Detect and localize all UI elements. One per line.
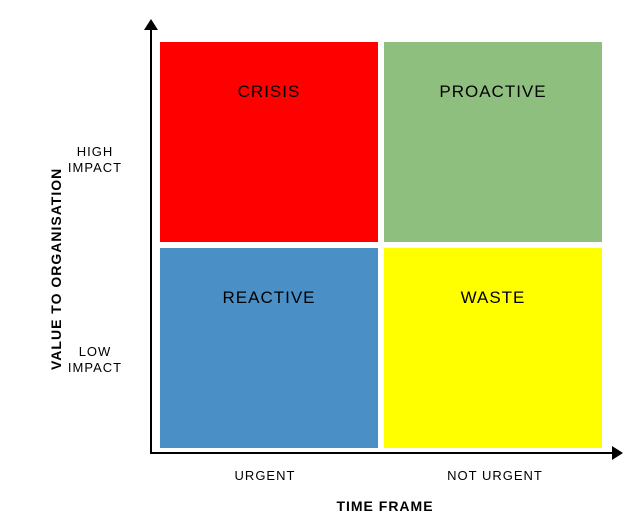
y-axis-tick-low-impact: LOWIMPACT bbox=[50, 344, 140, 377]
quadrant-label-reactive: REACTIVE bbox=[160, 288, 378, 308]
y-axis-line bbox=[150, 26, 152, 454]
quadrant-proactive bbox=[384, 42, 602, 242]
x-axis-arrowhead bbox=[612, 446, 623, 460]
x-axis-tick-not-urgent: NOT URGENT bbox=[415, 468, 575, 484]
quadrant-reactive bbox=[160, 248, 378, 448]
y-axis-arrowhead bbox=[144, 19, 158, 30]
quadrant-label-proactive: PROACTIVE bbox=[384, 82, 602, 102]
diagram-stage: CRISIS PROACTIVE REACTIVE WASTE VALUE TO… bbox=[0, 0, 633, 524]
quadrant-crisis bbox=[160, 42, 378, 242]
quadrant-waste bbox=[384, 248, 602, 448]
y-axis-title: VALUE TO ORGANISATION bbox=[48, 168, 64, 370]
x-axis-title: TIME FRAME bbox=[285, 498, 485, 514]
x-axis-tick-urgent: URGENT bbox=[185, 468, 345, 484]
quadrant-label-waste: WASTE bbox=[384, 288, 602, 308]
quadrant-label-crisis: CRISIS bbox=[160, 82, 378, 102]
x-axis-line bbox=[150, 452, 612, 454]
y-axis-tick-high-impact: HIGHIMPACT bbox=[50, 144, 140, 177]
